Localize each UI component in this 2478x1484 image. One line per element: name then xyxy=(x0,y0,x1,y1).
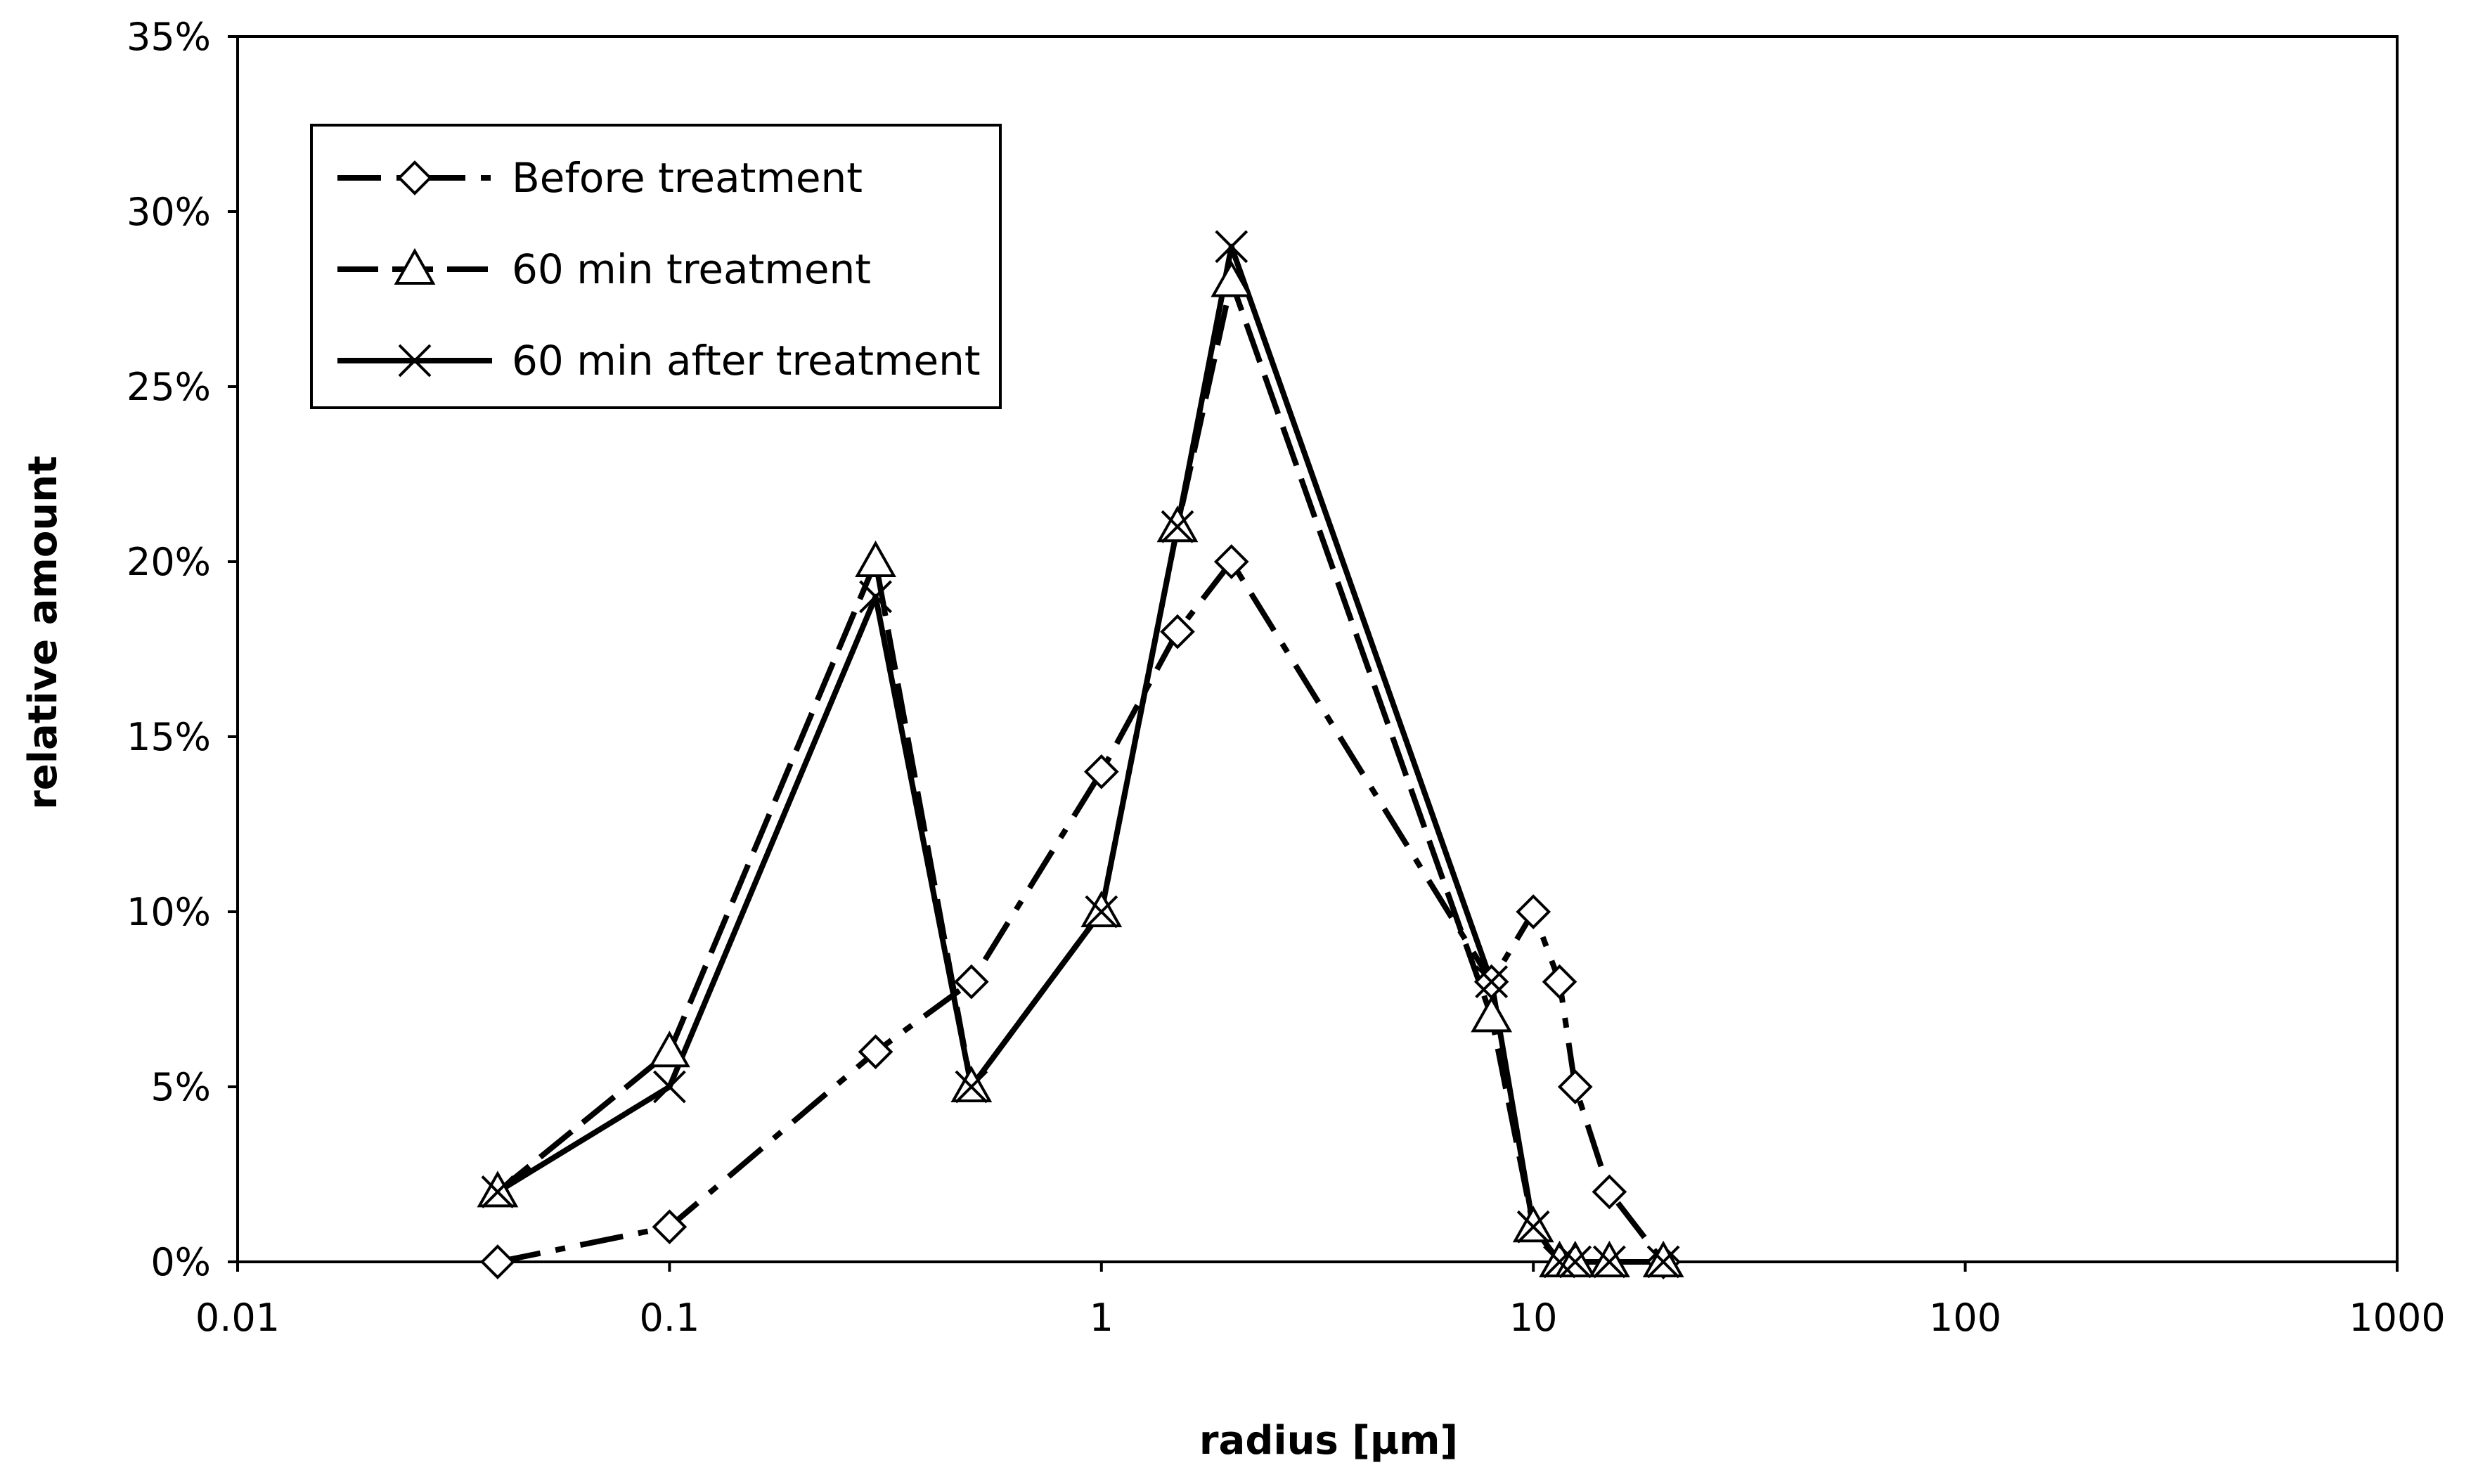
data-point-series-2 xyxy=(1543,1245,1576,1279)
y-tick-label: 10% xyxy=(127,890,211,934)
legend-label-60-min-after-treatment: 60 min after treatment xyxy=(512,337,981,385)
y-tick-label: 15% xyxy=(127,715,211,759)
y-tick-label: 20% xyxy=(127,540,211,584)
data-point-series-0 xyxy=(1516,894,1551,929)
data-point-series-0 xyxy=(480,1244,515,1279)
x-tick-label: 1000 xyxy=(2349,1296,2445,1340)
data-point-series-0 xyxy=(1592,1174,1627,1210)
legend-swatch-marker-2 xyxy=(398,344,432,378)
y-tick-label: 35% xyxy=(127,15,211,59)
data-point-series-2 xyxy=(1646,1245,1680,1279)
data-point-series-1 xyxy=(1211,260,1253,297)
legend-label-before-treatment: Before treatment xyxy=(512,154,863,202)
x-tick-label: 0.1 xyxy=(639,1296,699,1340)
data-point-series-2 xyxy=(955,1070,988,1104)
data-point-series-1 xyxy=(1642,1240,1684,1277)
x-tick-label: 0.01 xyxy=(195,1296,280,1340)
x-tick-label: 1 xyxy=(1090,1296,1114,1340)
data-point-series-2 xyxy=(481,1175,515,1208)
data-point-series-2 xyxy=(652,1070,686,1104)
data-point-series-2 xyxy=(1161,510,1194,543)
y-tick-label: 5% xyxy=(150,1065,211,1109)
data-point-series-1 xyxy=(1156,505,1199,543)
data-point-series-1 xyxy=(1588,1240,1630,1277)
data-point-series-1 xyxy=(648,1031,690,1068)
data-point-series-0 xyxy=(858,1034,893,1070)
data-point-series-1 xyxy=(855,540,896,577)
data-point-series-1 xyxy=(1512,1206,1554,1243)
data-point-series-1 xyxy=(1471,995,1513,1033)
data-point-series-0 xyxy=(652,1209,688,1245)
x-tick-label: 100 xyxy=(1929,1296,2001,1340)
legend-swatch-marker-0 xyxy=(397,160,432,195)
y-tick-label: 30% xyxy=(127,190,211,234)
legend: Before treatment 60 min treatment 60 min… xyxy=(310,124,1002,409)
legend-label-60-min-treatment: 60 min treatment xyxy=(512,245,871,293)
data-point-series-2 xyxy=(1559,1245,1592,1279)
y-tick-label: 25% xyxy=(127,365,211,409)
data-point-series-2 xyxy=(1516,1210,1550,1244)
data-point-series-2 xyxy=(1085,895,1118,929)
series-line-0 xyxy=(497,559,1666,1265)
y-tick-label: 0% xyxy=(150,1240,211,1284)
data-point-series-2 xyxy=(859,580,892,614)
data-point-series-2 xyxy=(1475,965,1509,999)
x-tick-label: 10 xyxy=(1509,1296,1558,1340)
x-axis-title: radius [µm] xyxy=(1199,1418,1458,1464)
plot-area xyxy=(236,35,2399,1263)
data-point-series-1 xyxy=(1080,890,1123,927)
data-point-series-2 xyxy=(1592,1245,1626,1279)
y-axis-title: relative amount xyxy=(20,456,66,810)
data-point-series-0 xyxy=(1542,964,1577,1000)
data-point-series-0 xyxy=(1083,754,1119,789)
data-point-series-0 xyxy=(954,964,989,1000)
series-line-1 xyxy=(496,278,1664,1265)
data-point-series-0 xyxy=(1160,614,1195,650)
data-point-series-1 xyxy=(477,1170,519,1208)
data-point-series-2 xyxy=(1215,230,1248,264)
legend-swatch-marker-1 xyxy=(394,247,436,285)
data-point-series-0 xyxy=(1557,1069,1593,1104)
data-point-series-1 xyxy=(950,1065,993,1102)
data-point-series-0 xyxy=(1213,544,1249,579)
